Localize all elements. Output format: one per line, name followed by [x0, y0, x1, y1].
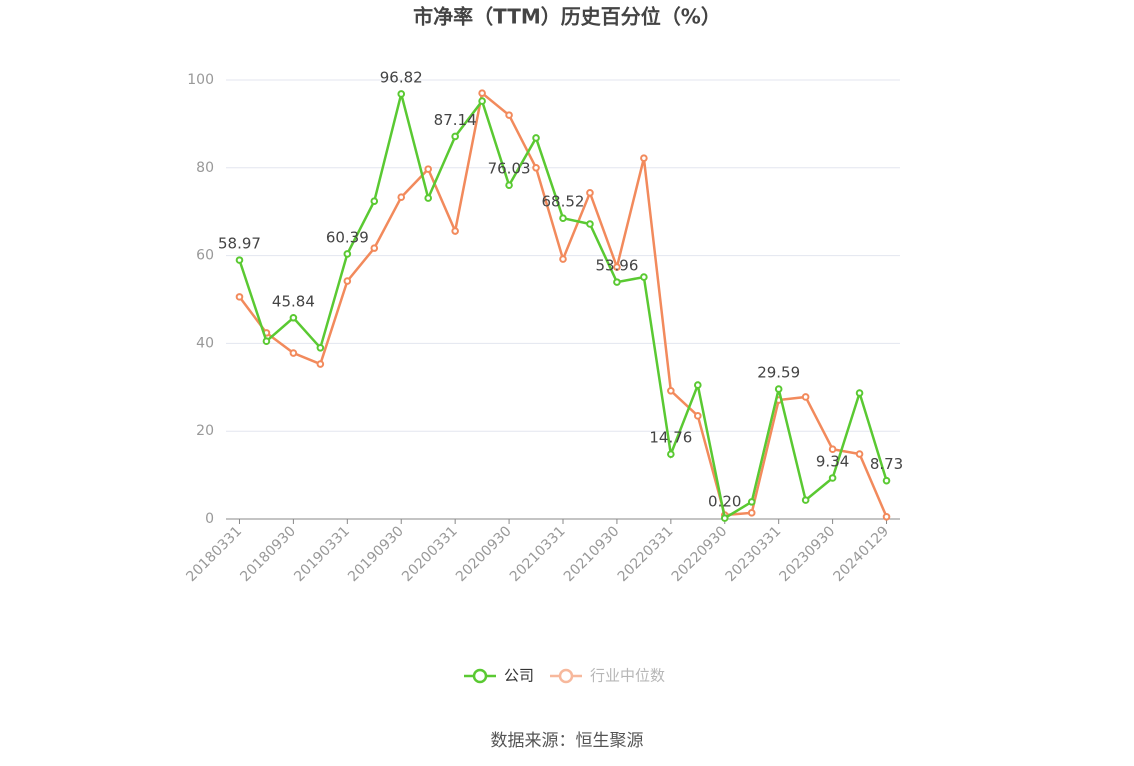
data-point [882, 513, 891, 521]
data-point [316, 343, 325, 352]
data-point [532, 164, 540, 172]
data-point [343, 277, 352, 285]
y-tick-label: 40 [196, 335, 214, 351]
data-point [478, 89, 486, 97]
x-tick-label: 20220331 [615, 523, 677, 585]
data-point [720, 514, 729, 522]
data-point [559, 214, 567, 222]
x-tick-label: 20230331 [723, 523, 785, 585]
y-tick-label: 0 [205, 511, 214, 527]
data-point [559, 255, 567, 263]
chart-title: 市净率（TTM）历史百分位（%） [413, 5, 721, 29]
data-label: 87.14 [434, 111, 477, 129]
data-point [316, 360, 325, 368]
data-point [586, 220, 594, 228]
x-tick-label: 20180331 [183, 523, 245, 585]
data-point [747, 498, 756, 506]
data-point [289, 349, 298, 357]
x-tick-label: 20230930 [777, 523, 839, 585]
data-point [586, 189, 594, 197]
data-point [882, 476, 891, 485]
data-point [613, 278, 621, 286]
y-tick-label: 80 [196, 160, 214, 176]
legend-marker [558, 668, 574, 684]
series-line [238, 90, 888, 518]
x-tick-label: 20190930 [345, 523, 407, 585]
data-point [532, 134, 540, 142]
data-point [828, 445, 837, 453]
data-point [694, 381, 702, 389]
data-point [424, 194, 433, 202]
x-tick-label: 20190331 [291, 523, 353, 585]
data-label: 58.97 [218, 235, 261, 253]
x-tick-label: 20200331 [399, 523, 461, 585]
data-point [451, 132, 459, 141]
data-point [801, 496, 810, 504]
data-point [505, 181, 513, 190]
legend-item[interactable]: 行业中位数 [550, 667, 665, 685]
x-tick-label: 20220930 [669, 523, 731, 585]
x-tick-label: 20210930 [561, 523, 623, 585]
legend-label: 公司 [504, 667, 534, 685]
x-tick-label: 20200930 [453, 523, 515, 585]
data-point [640, 154, 648, 162]
x-tick-label: 20210331 [507, 523, 569, 585]
data-point [640, 273, 648, 281]
data-label: 53.96 [595, 257, 638, 275]
legend-item[interactable]: 公司 [464, 667, 534, 685]
x-tick-label: 20240129 [830, 523, 892, 585]
data-point [505, 111, 513, 119]
data-label: 9.34 [816, 452, 849, 470]
y-tick-label: 20 [196, 423, 214, 439]
data-label: 96.82 [380, 68, 423, 86]
data-point [667, 450, 675, 459]
data-point [667, 387, 675, 395]
data-point [613, 263, 621, 271]
data-point [370, 244, 379, 252]
data-label: 14.76 [649, 429, 692, 447]
data-label: 68.52 [542, 193, 585, 211]
data-point [289, 313, 298, 322]
data-label: 29.59 [757, 364, 800, 382]
data-point [774, 385, 783, 393]
data-label: 0.20 [708, 493, 741, 511]
data-point [235, 256, 244, 264]
data-point [397, 193, 406, 202]
data-point [262, 337, 271, 346]
data-point [343, 250, 352, 258]
series-line [238, 93, 888, 521]
y-tick-label: 100 [187, 72, 214, 88]
data-point [478, 97, 486, 105]
source-note: 数据来源：恒生聚源 [491, 731, 644, 751]
data-label: 76.03 [488, 160, 531, 178]
data-point [855, 389, 864, 397]
data-label: 45.84 [272, 292, 315, 310]
data-point [801, 393, 810, 401]
legend-label: 行业中位数 [590, 667, 665, 685]
data-point [855, 450, 864, 458]
data-point [828, 474, 837, 482]
data-point [747, 509, 756, 517]
legend-marker [472, 668, 488, 684]
data-label: 8.73 [870, 455, 903, 473]
data-point [451, 227, 459, 235]
y-tick-label: 60 [196, 248, 214, 264]
data-label: 60.39 [326, 228, 369, 246]
data-point [235, 293, 244, 301]
x-tick-label: 20180930 [237, 523, 299, 585]
data-point [370, 197, 379, 205]
data-point [694, 412, 702, 420]
data-point [424, 165, 433, 173]
data-point [397, 90, 406, 98]
